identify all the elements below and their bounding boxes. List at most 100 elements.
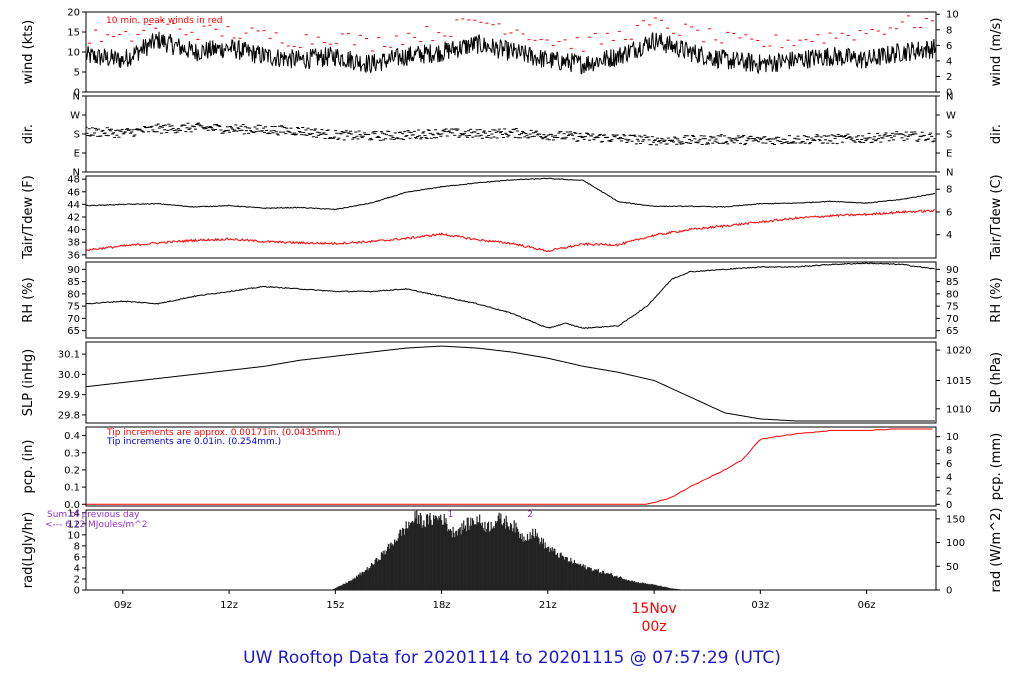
right-axis-label: Tair/Tdew (C) — [989, 174, 1004, 260]
left-tick-label: 85 — [67, 277, 80, 288]
x-tick-label: 12z — [220, 600, 238, 611]
left-tick-label: 6 — [74, 552, 80, 563]
right-tick-label: 4 — [946, 473, 952, 484]
right-tick-label: N — [946, 168, 953, 179]
left-tick-label: 48 — [67, 175, 80, 186]
left-axis-label: SLP (inHg) — [21, 349, 36, 417]
right-axis-label: rad (W/m^2) — [989, 508, 1004, 593]
x-tick-label: 09z — [114, 600, 132, 611]
left-tick-label: 0.1 — [64, 483, 80, 494]
panel-frame — [85, 341, 937, 424]
panel-slp: 29.8 29.9 30.0 30.1 1010 1015 1020 SLP (inHg) SL… — [21, 341, 1004, 424]
rad-annotation: Sum of previous day — [47, 510, 140, 520]
left-tick-label: 4 — [74, 563, 80, 574]
right-tick-label: 90 — [946, 265, 959, 276]
left-tick-label: 5 — [74, 68, 80, 79]
left-tick-label: 75 — [67, 302, 80, 313]
left-tick-label: 38 — [67, 238, 80, 249]
left-tick-label: 30.1 — [58, 350, 80, 361]
left-axis-label: dir. — [21, 124, 36, 144]
right-tick-label: 1015 — [946, 376, 971, 387]
series-tair — [86, 177, 935, 211]
left-tick-label: 10 — [67, 48, 80, 59]
left-tick-label: 0.3 — [64, 448, 80, 459]
left-axis-label: Tair/Tdew (F) — [21, 175, 36, 260]
right-tick-label: 0 — [946, 88, 952, 99]
panel-data — [332, 510, 686, 590]
right-tick-label: 1010 — [946, 404, 971, 415]
panel-data — [86, 428, 933, 505]
right-tick-label: 4 — [946, 230, 952, 241]
right-tick-label: 8 — [946, 25, 952, 36]
right-tick-label: 8 — [946, 185, 952, 196]
left-tick-label: N — [73, 168, 80, 179]
left-tick-label: 2 — [74, 574, 80, 585]
date-label-line2: 00z — [641, 619, 666, 635]
panel-data — [86, 15, 936, 75]
right-axis-label: dir. — [989, 124, 1004, 144]
left-tick-label: 65 — [67, 326, 80, 337]
right-tick-label: 10 — [946, 10, 959, 21]
right-tick-label: 0 — [946, 500, 952, 511]
right-tick-label: 6 — [946, 459, 952, 470]
series-slp — [86, 345, 935, 422]
panel-data — [86, 345, 935, 422]
right-tick-label: 80 — [946, 289, 959, 300]
right-tick-label: 1020 — [946, 346, 971, 357]
right-tick-label: 70 — [946, 314, 959, 325]
left-tick-label: 0 — [74, 586, 80, 597]
left-tick-label: 40 — [67, 225, 80, 236]
right-tick-label: N — [946, 92, 953, 103]
right-tick-label: 8 — [946, 446, 952, 457]
right-tick-label: 150 — [946, 514, 965, 525]
left-tick-label: 15 — [67, 28, 80, 39]
right-axis-label: SLP (hPa) — [989, 352, 1004, 413]
panel-data — [86, 122, 936, 146]
rad-annotation: <--- 6.12 MJoules/m^2 — [45, 520, 147, 530]
right-tick-label: 10 — [946, 432, 959, 443]
right-tick-label: 50 — [946, 562, 959, 573]
right-tick-label: 75 — [946, 302, 959, 313]
x-tick-label: 18z — [433, 600, 451, 611]
left-tick-label: 0 — [74, 88, 80, 99]
panel-wind: 0 5 10 15 20 0 2 4 6 8 10 wind (kts) wind (m/s) 10 mi… — [21, 8, 1004, 99]
x-tick-label: 15z — [326, 600, 344, 611]
right-tick-label: 6 — [946, 41, 952, 52]
left-tick-label: N — [73, 92, 80, 103]
right-axis-label: wind (m/s) — [989, 18, 1004, 87]
x-tick-label: 03z — [751, 600, 769, 611]
right-tick-label: 85 — [946, 277, 959, 288]
left-tick-label: 0.4 — [64, 431, 80, 442]
right-tick-label: 65 — [946, 326, 959, 337]
left-tick-label: 29.9 — [58, 390, 80, 401]
left-tick-label: 8 — [74, 541, 80, 552]
left-axis-label: RH (%) — [21, 277, 36, 322]
right-tick-label: 2 — [946, 72, 952, 83]
right-tick-label: 0 — [946, 586, 952, 597]
left-tick-label: 14 — [67, 508, 80, 519]
panel-frame — [85, 95, 937, 173]
panel-data — [86, 177, 935, 253]
series-wind-speed — [86, 31, 936, 75]
wind-annotation: 10 min. peak winds in red — [106, 16, 223, 26]
right-tick-label: E — [946, 149, 952, 160]
left-tick-label: 46 — [67, 187, 80, 198]
right-tick-label: 4 — [946, 56, 952, 67]
right-tick-label: W — [946, 111, 956, 122]
chart-title: UW Rooftop Data for 20201114 to 20201115… — [243, 648, 781, 668]
left-axis-label: pcp. (in) — [21, 440, 36, 494]
pcp-note: Tip increments are approx. 0.00171in. (0… — [106, 428, 341, 438]
date-label-line1: 15Nov — [632, 601, 677, 617]
left-tick-label: 36 — [67, 250, 80, 261]
left-tick-label: 70 — [67, 314, 80, 325]
left-tick-label: 44 — [67, 200, 80, 211]
panel-frame — [85, 426, 937, 507]
left-tick-label: 29.8 — [58, 410, 80, 421]
left-tick-label: W — [70, 111, 80, 122]
rad-marker: 2 — [527, 510, 533, 520]
left-tick-label: 80 — [67, 289, 80, 300]
panel-data — [86, 262, 935, 330]
